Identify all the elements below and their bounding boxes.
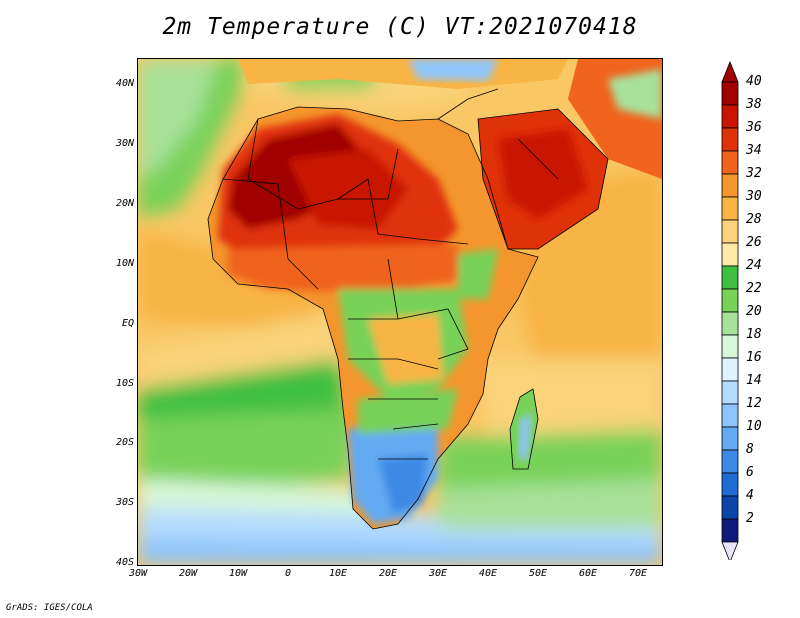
x-tick-label: 50E bbox=[528, 568, 548, 579]
colorbar-swatch bbox=[721, 518, 739, 543]
colorbar-swatch bbox=[721, 334, 739, 359]
x-tick-label: 20E bbox=[378, 568, 398, 579]
colorbar-swatch bbox=[721, 173, 739, 198]
colorbar-swatch bbox=[721, 380, 739, 405]
map-title: 2m Temperature (C) VT:2021070418 bbox=[162, 14, 638, 40]
colorbar-label: 2 bbox=[746, 511, 754, 526]
colorbar-label: 32 bbox=[746, 166, 762, 181]
y-tick-label: 20N bbox=[115, 198, 134, 209]
x-tick-label: 30E bbox=[428, 568, 448, 579]
colorbar-swatch bbox=[721, 403, 739, 428]
colorbar-label: 14 bbox=[746, 373, 762, 388]
x-tick-label: 70E bbox=[628, 568, 648, 579]
credit-label: GrADS: IGES/COLA bbox=[6, 603, 93, 613]
colorbar-label: 10 bbox=[746, 419, 762, 434]
colorbar-label: 22 bbox=[746, 281, 762, 296]
y-tick-label: 30S bbox=[115, 497, 134, 508]
colorbar-swatch bbox=[721, 449, 739, 474]
colorbar-label: 4 bbox=[746, 488, 754, 503]
x-tick-label: 20W bbox=[178, 568, 198, 579]
colorbar-swatch bbox=[721, 265, 739, 290]
y-tick-label: 10S bbox=[115, 378, 134, 389]
colorbar-label: 40 bbox=[746, 74, 762, 89]
colorbar-swatch bbox=[721, 242, 739, 267]
x-tick-label: 10W bbox=[228, 568, 248, 579]
colorbar-label: 24 bbox=[746, 258, 762, 273]
temperature-map bbox=[137, 58, 663, 566]
y-tick-label: 30N bbox=[115, 138, 134, 149]
colorbar-label: 30 bbox=[746, 189, 762, 204]
colorbar-swatch bbox=[721, 495, 739, 520]
x-tick-label: 30W bbox=[128, 568, 148, 579]
y-tick-label: 10N bbox=[115, 258, 134, 269]
colorbar-swatch bbox=[721, 81, 739, 106]
x-tick-label: 0 bbox=[284, 568, 292, 579]
y-tick-label: 40N bbox=[115, 78, 134, 89]
colorbar-label: 8 bbox=[746, 442, 754, 457]
colorbar-swatch bbox=[721, 288, 739, 313]
colorbar-max-triangle bbox=[721, 60, 739, 83]
country-borders bbox=[207, 88, 609, 530]
colorbar-swatch bbox=[721, 104, 739, 129]
x-tick-label: 10E bbox=[328, 568, 348, 579]
colorbar-swatch bbox=[721, 196, 739, 221]
y-tick-label: EQ bbox=[121, 318, 134, 329]
colorbar-label: 28 bbox=[746, 212, 762, 227]
colorbar-label: 34 bbox=[746, 143, 762, 158]
colorbar-label: 12 bbox=[746, 396, 762, 411]
colorbar-label: 20 bbox=[746, 304, 762, 319]
colorbar-label: 26 bbox=[746, 235, 762, 250]
x-tick-label: 40E bbox=[478, 568, 498, 579]
x-tick-label: 60E bbox=[578, 568, 598, 579]
colorbar-swatch bbox=[721, 219, 739, 244]
colorbar-swatch bbox=[721, 311, 739, 336]
colorbar bbox=[721, 60, 739, 560]
colorbar-label: 38 bbox=[746, 97, 762, 112]
colorbar-swatch bbox=[721, 472, 739, 497]
colorbar-label: 36 bbox=[746, 120, 762, 135]
y-tick-label: 20S bbox=[115, 437, 134, 448]
colorbar-label: 6 bbox=[746, 465, 754, 480]
y-tick-label: 40S bbox=[115, 557, 134, 568]
colorbar-label: 16 bbox=[746, 350, 762, 365]
colorbar-min-triangle bbox=[721, 541, 739, 560]
colorbar-swatch bbox=[721, 426, 739, 451]
colorbar-swatch bbox=[721, 127, 739, 152]
colorbar-label: 18 bbox=[746, 327, 762, 342]
land-field bbox=[208, 59, 662, 529]
colorbar-swatch bbox=[721, 150, 739, 175]
colorbar-swatch bbox=[721, 357, 739, 382]
